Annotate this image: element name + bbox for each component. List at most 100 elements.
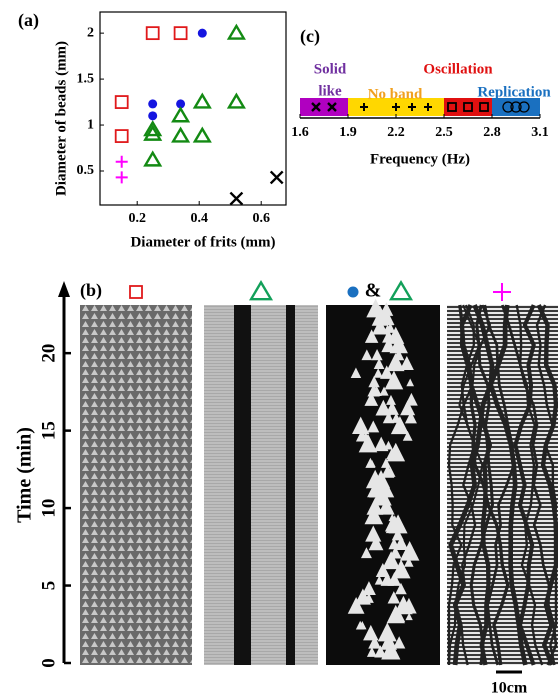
image-triangle-regime bbox=[204, 305, 318, 665]
image-texture bbox=[402, 431, 413, 441]
marker-circle bbox=[347, 286, 359, 298]
image-texture bbox=[386, 353, 405, 372]
image-texture bbox=[374, 645, 387, 658]
image-stripe bbox=[286, 305, 295, 665]
image-texture bbox=[405, 612, 413, 621]
marker-triangle bbox=[388, 280, 414, 301]
image-texture bbox=[364, 392, 379, 406]
image-texture bbox=[399, 355, 414, 371]
image-texture bbox=[372, 318, 389, 335]
marker-cross bbox=[327, 102, 337, 112]
image-texture bbox=[387, 557, 397, 567]
marker-cross bbox=[311, 102, 321, 112]
image-texture bbox=[388, 537, 400, 550]
regime-label: Replication bbox=[477, 84, 551, 100]
image-texture bbox=[358, 433, 378, 453]
image-texture bbox=[373, 358, 385, 370]
image-texture bbox=[501, 304, 558, 666]
image-texture bbox=[361, 349, 373, 361]
x-tick-label: 2.5 bbox=[435, 125, 453, 140]
marker-plus bbox=[392, 103, 400, 111]
image-texture bbox=[386, 448, 397, 459]
symbol-joiner: & bbox=[365, 280, 382, 302]
y-tick-label: 0.5 bbox=[77, 163, 95, 178]
image-texture bbox=[400, 400, 416, 416]
image-texture bbox=[367, 420, 380, 433]
x-tick-label: 2.2 bbox=[387, 125, 405, 140]
image-texture bbox=[379, 302, 394, 316]
y-tick-label: 0 bbox=[38, 658, 59, 668]
image-texture bbox=[360, 547, 372, 559]
image-texture bbox=[379, 386, 389, 396]
marker-square bbox=[479, 102, 489, 112]
marker-plus bbox=[493, 283, 511, 301]
marker-square bbox=[114, 129, 129, 143]
regime-label: Solid bbox=[314, 61, 347, 77]
marker-square bbox=[173, 26, 188, 41]
marker-square bbox=[463, 102, 473, 112]
y-tick-label: 20 bbox=[38, 344, 59, 363]
y-axis-label: Time (min) bbox=[14, 427, 36, 523]
x-tick-label: 1.6 bbox=[291, 125, 309, 140]
image-square-regime bbox=[80, 305, 192, 665]
image-texture bbox=[399, 541, 420, 561]
image-texture bbox=[396, 585, 405, 594]
marker-plus bbox=[115, 155, 128, 168]
image-texture bbox=[366, 507, 383, 524]
image-texture bbox=[386, 604, 405, 624]
image-texture bbox=[406, 378, 415, 387]
x-tick-label: 0.4 bbox=[190, 211, 208, 226]
panel-label: (a) bbox=[18, 10, 39, 31]
image-texture bbox=[535, 304, 558, 666]
image-texture bbox=[363, 592, 374, 603]
plot-frame bbox=[99, 11, 287, 206]
y-axis-label: Diameter of beads (mm) bbox=[53, 41, 69, 196]
image-texture bbox=[536, 304, 558, 666]
image-texture bbox=[384, 519, 398, 532]
marker-cross bbox=[229, 191, 244, 206]
marker-plus bbox=[115, 171, 128, 184]
marker-triangle bbox=[192, 126, 212, 143]
marker-triangle bbox=[226, 23, 246, 40]
marker-plus bbox=[408, 103, 416, 111]
marker-square bbox=[114, 95, 129, 109]
image-texture bbox=[404, 557, 414, 567]
image-texture bbox=[352, 416, 370, 434]
image-texture bbox=[350, 367, 362, 378]
marker-square bbox=[447, 102, 457, 112]
image-texture bbox=[368, 459, 376, 468]
image-texture bbox=[377, 622, 397, 642]
marker-triangle bbox=[143, 124, 163, 141]
marker-triangle bbox=[171, 106, 191, 123]
marker-circle bbox=[502, 101, 514, 113]
marker-circle bbox=[197, 28, 207, 38]
y-tick-label: 10 bbox=[38, 499, 59, 518]
marker-square bbox=[129, 285, 143, 299]
marker-circle bbox=[148, 99, 158, 109]
marker-square bbox=[145, 26, 160, 41]
image-texture bbox=[381, 640, 401, 660]
y-tick-label: 1.5 bbox=[77, 71, 95, 86]
image-texture bbox=[368, 535, 384, 551]
y-tick-label: 2 bbox=[87, 25, 94, 40]
image-texture bbox=[383, 324, 392, 333]
image-texture bbox=[385, 466, 396, 477]
image-texture bbox=[368, 635, 381, 649]
image-texture bbox=[375, 399, 392, 416]
band-segment bbox=[492, 98, 540, 116]
band-segment bbox=[300, 98, 348, 116]
panel-label: (b) bbox=[80, 280, 102, 301]
image-texture bbox=[358, 621, 367, 630]
regime-label: like bbox=[318, 83, 342, 99]
marker-triangle bbox=[171, 126, 191, 143]
image-texture bbox=[448, 304, 510, 666]
image-texture bbox=[366, 646, 377, 657]
image-texture bbox=[380, 365, 394, 379]
marker-triangle bbox=[248, 280, 274, 301]
x-axis-label: Frequency (Hz) bbox=[370, 151, 470, 167]
marker-plus bbox=[360, 103, 368, 111]
x-tick-label: 1.9 bbox=[339, 125, 357, 140]
image-texture bbox=[384, 370, 404, 390]
image-texture bbox=[377, 566, 387, 576]
